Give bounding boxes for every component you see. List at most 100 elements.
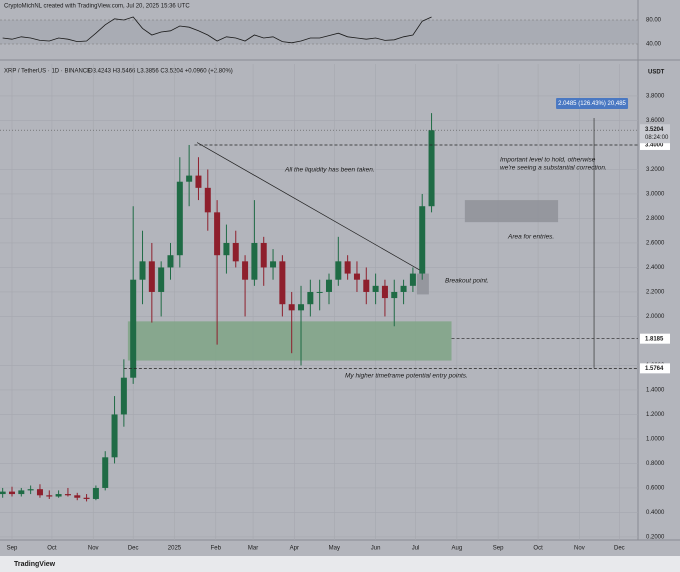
x-tick-label: Sep	[493, 546, 504, 552]
axis-unit: USDT	[648, 70, 665, 76]
rsi-tick-label: 40.00	[646, 42, 662, 48]
annotation: My higher timeframe potential entry poin…	[345, 373, 468, 380]
candle-body	[381, 285, 388, 299]
last-price-tag	[640, 124, 670, 144]
candle-body	[232, 242, 239, 262]
candle-body	[325, 279, 332, 292]
candle-body	[92, 487, 99, 499]
footer-bar	[0, 556, 680, 572]
x-tick-label: May	[329, 546, 340, 552]
candle-body	[307, 291, 314, 305]
y-tick-label: 0.4000	[646, 510, 665, 516]
x-tick-label: Aug	[452, 546, 463, 552]
candle-body	[8, 491, 15, 495]
x-tick-label: Jul	[412, 546, 420, 552]
footer-brand: TradingView	[14, 561, 56, 568]
x-tick-label: Nov	[88, 546, 99, 552]
candle-body	[158, 267, 165, 292]
level-label: 1.5764	[645, 366, 664, 372]
candle-body	[176, 181, 183, 256]
candle-body	[400, 285, 407, 292]
candle-body	[223, 242, 230, 256]
annotation: Breakout point.	[445, 278, 489, 285]
level-label: 3.4000	[645, 143, 664, 149]
x-tick-label: Dec	[128, 546, 139, 552]
candle-body	[279, 261, 286, 305]
last-price-label: 3.5204	[645, 127, 664, 133]
candle-body	[363, 279, 370, 292]
candle-body	[391, 291, 398, 299]
candle-body	[409, 273, 416, 286]
level-tag	[640, 363, 670, 374]
x-tick-label: Sep	[7, 546, 18, 552]
y-tick-label: 2.8000	[646, 216, 665, 222]
y-tick-label: 0.2000	[646, 535, 665, 541]
level-label: 1.8185	[645, 336, 664, 342]
annotation: Important level to hold, otherwise	[500, 157, 596, 164]
candle-body	[18, 490, 25, 495]
x-tick-label: Oct	[47, 546, 57, 552]
candle-body	[204, 187, 211, 213]
candle-body	[0, 491, 6, 495]
x-tick-label: Oct	[533, 546, 543, 552]
candle-body	[46, 495, 53, 497]
candle-body	[195, 175, 202, 188]
candle-body	[55, 494, 62, 497]
candle-body	[27, 489, 34, 491]
x-tick-label: Apr	[290, 546, 299, 552]
x-tick-label: 2025	[168, 546, 182, 552]
x-tick-label: Dec	[614, 546, 625, 552]
candle-body	[64, 494, 71, 496]
measure-label: 2.0485 (126.43%) 20,485	[558, 101, 626, 107]
y-tick-label: 3.8000	[646, 94, 665, 100]
candle-body	[83, 497, 90, 499]
ohlc: O3.4243 H3.5466 L3.3856 C3.5204 +0.0960 …	[88, 69, 233, 75]
candle-body	[270, 261, 277, 268]
y-tick-label: 0.6000	[646, 486, 665, 492]
zone	[127, 321, 452, 361]
symbol: XRP / TetherUS · 1D · BINANCE	[4, 69, 91, 75]
x-tick-label: Mar	[248, 546, 258, 552]
y-tick-label: 0.8000	[646, 461, 665, 467]
y-tick-label: 3.0000	[646, 192, 665, 198]
y-tick-label: 2.4000	[646, 265, 665, 271]
plots: 40.00 80.00 0.2000 0.4000 0.6000 0.8000 1.0000…	[0, 16, 670, 552]
x-tick-label: Nov	[574, 546, 585, 552]
annotation: we're seeing a substantial correction.	[500, 165, 607, 172]
y-tick-label: 3.6000	[646, 118, 665, 124]
candle-body	[242, 261, 249, 280]
candle-body	[139, 261, 146, 280]
candle-body	[148, 261, 155, 292]
x-tick-label: Feb	[211, 546, 222, 552]
y-tick-label: 1.0000	[646, 437, 665, 443]
trendline	[196, 142, 420, 271]
candle-body	[186, 175, 193, 182]
candle-body	[419, 206, 426, 274]
rsi-tick-label: 80.00	[646, 18, 662, 24]
candle-body	[353, 273, 360, 280]
candle-body	[167, 255, 174, 268]
y-tick-label: 3.2000	[646, 167, 665, 173]
candle-body	[251, 242, 258, 280]
y-tick-label: 1.2000	[646, 412, 665, 418]
rsi-band	[0, 20, 638, 44]
candle-body	[428, 130, 435, 207]
candle-body	[344, 261, 351, 274]
zone	[416, 273, 429, 295]
measure-box	[556, 98, 629, 110]
y-tick-label: 2.2000	[646, 290, 665, 296]
candle-body	[260, 242, 267, 268]
y-tick-label: 1.4000	[646, 388, 665, 394]
zone	[464, 200, 559, 223]
x-tick-label: Jun	[371, 546, 381, 552]
level-tag	[640, 139, 670, 150]
candle-body	[214, 212, 221, 256]
countdown: 08:24:00	[645, 135, 669, 141]
candle-body	[130, 279, 137, 378]
y-tick-label: 2.6000	[646, 241, 665, 247]
candle-body	[120, 377, 127, 415]
candle-body	[298, 304, 305, 311]
annotation: All the liquidity has been taken.	[284, 167, 375, 174]
